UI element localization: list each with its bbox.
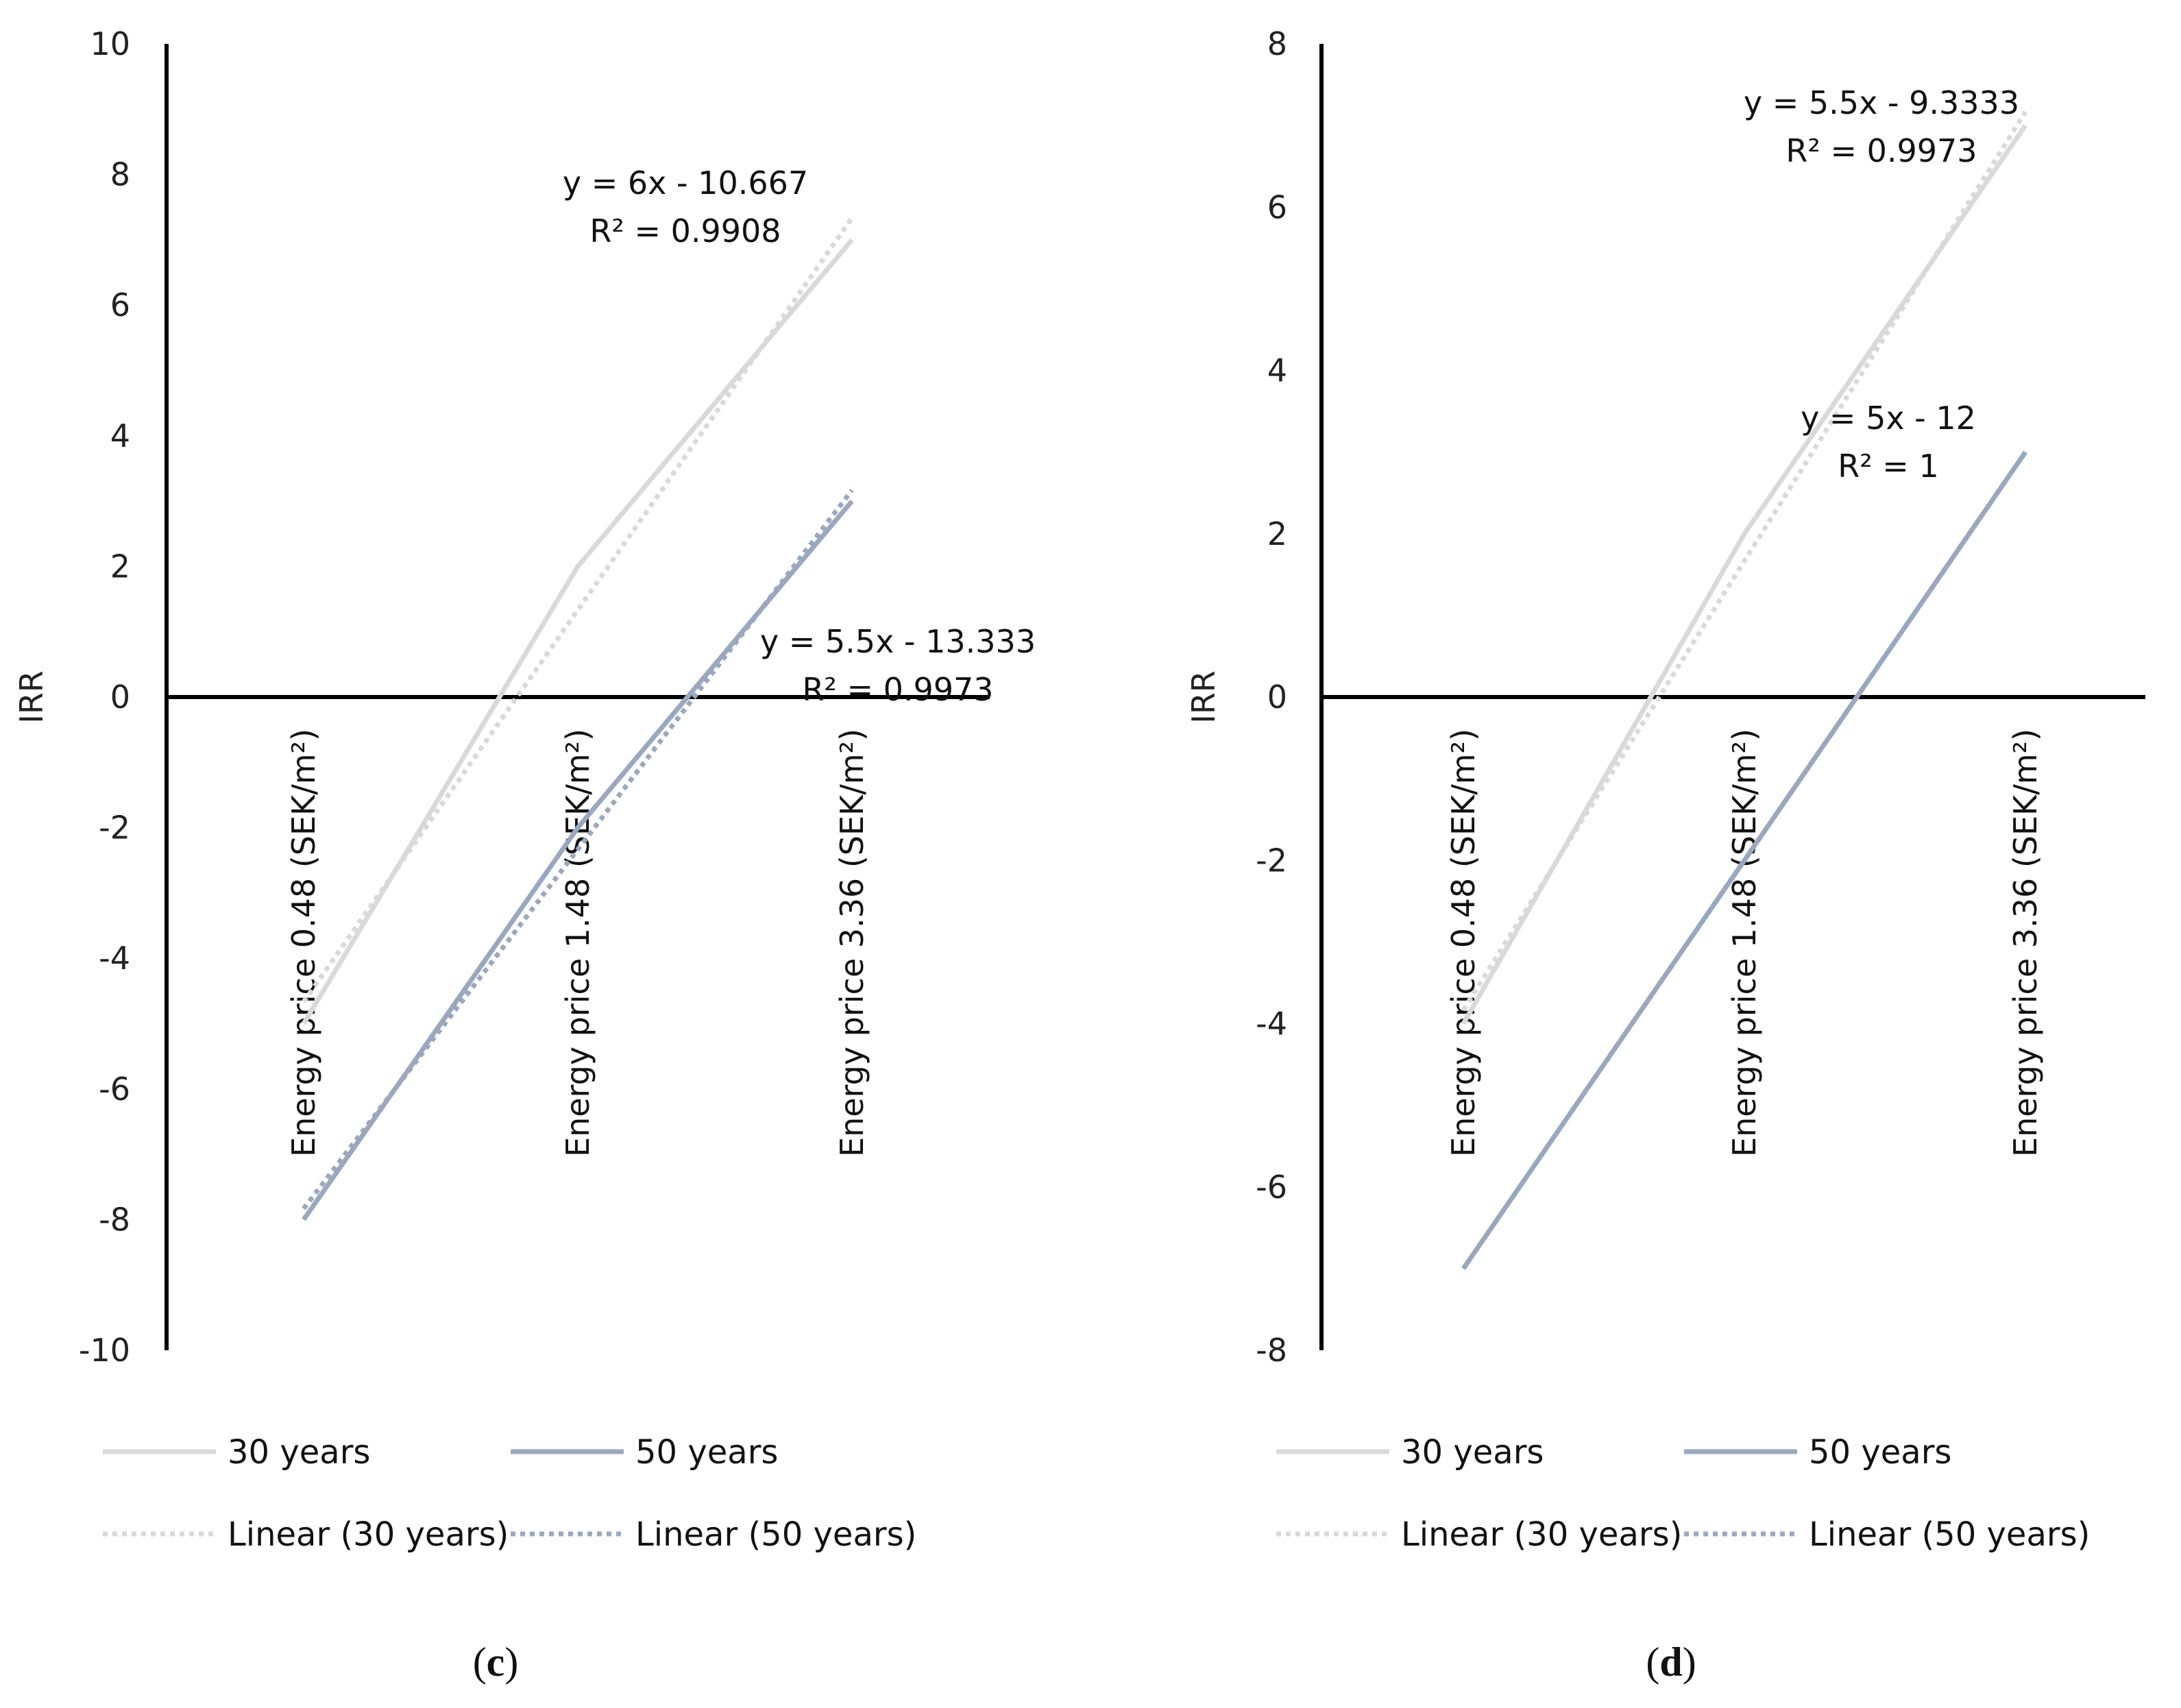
y-tick-label: 2 (110, 548, 130, 585)
category-label: Energy price 1.48 (SEK/m²) (1726, 729, 1763, 1157)
trendline-r-squared: R² = 0.9973 (1786, 132, 1977, 169)
category-label: Energy price 3.36 (SEK/m²) (833, 729, 870, 1157)
y-tick-label: -8 (1256, 1332, 1287, 1369)
y-tick-label: -2 (1256, 842, 1287, 879)
series-line-30-years (301, 238, 854, 1025)
trendline-equation: y = 5.5x - 9.3333 (1744, 84, 2019, 121)
y-tick-label: -8 (99, 1201, 130, 1238)
panel-label-letter: d (1659, 1639, 1682, 1685)
y-tick-label: 8 (1267, 25, 1287, 62)
trendline-equation: y = 6x - 10.667 (563, 164, 808, 202)
panel-label-close-paren: ) (1683, 1639, 1696, 1685)
panel-label-close-paren: ) (504, 1639, 518, 1685)
series-line-50-years (1461, 450, 2027, 1270)
y-tick-label: 6 (110, 286, 130, 324)
y-tick-label: 0 (110, 679, 130, 716)
trendline-r-squared: R² = 0.9908 (589, 212, 781, 249)
y-tick-label: -4 (1256, 1005, 1287, 1042)
y-tick-label: 2 (1267, 515, 1287, 552)
y-tick-label: -6 (1256, 1169, 1287, 1206)
category-label: Energy price 1.48 (SEK/m²) (559, 729, 596, 1157)
legend: 30 years 50 years Linear (30 years) Linear … (103, 1433, 916, 1554)
trendline-r-squared: R² = 1 (1838, 448, 1938, 485)
panel-label: (d) (1646, 1639, 1696, 1685)
y-tick-label: -6 (99, 1071, 130, 1108)
category-label: Energy price 0.48 (SEK/m²) (285, 729, 322, 1157)
trendline-equation: y = 5x - 12 (1801, 400, 1976, 437)
y-tick-label: -2 (99, 809, 130, 846)
y-tick-label: 4 (1267, 352, 1287, 389)
panel-label-open-paren: ( (473, 1639, 487, 1685)
legend-label: 50 years (1809, 1433, 1951, 1472)
y-axis-title: IRR (13, 670, 50, 724)
series-line-50-years (302, 499, 854, 1221)
y-tick-label: 4 (110, 417, 130, 454)
category-label: Energy price 0.48 (SEK/m²) (1445, 729, 1482, 1157)
series-line-30-years (1461, 124, 2027, 1025)
y-tick-label: -4 (99, 940, 130, 977)
legend: 30 years 50 years Linear (30 years) Linear … (1276, 1433, 2090, 1554)
y-axis-title: IRR (1185, 670, 1222, 724)
legend-label: 30 years (1401, 1433, 1544, 1472)
legend-label: 30 years (228, 1433, 370, 1472)
legend-label: Linear (30 years) (1401, 1515, 1682, 1554)
y-tick-label: 10 (90, 25, 130, 62)
y-tick-label: 0 (1267, 679, 1287, 716)
category-label: Energy price 3.36 (SEK/m²) (2007, 729, 2044, 1157)
panel-label-letter: c (487, 1639, 505, 1685)
legend-label: 50 years (635, 1433, 778, 1472)
trendline-equation: y = 5.5x - 13.333 (760, 623, 1036, 660)
chart-panel-d: 8 6 4 2 0 -2 -4 -6 -8 IRR Energy price 0.48 (SEK/m… (1185, 25, 2145, 1685)
legend-label: Linear (30 years) (228, 1515, 509, 1554)
legend-label: Linear (50 years) (1809, 1515, 2090, 1554)
trendline-r-squared: R² = 0.9973 (802, 671, 993, 708)
legend-label: Linear (50 years) (635, 1515, 916, 1554)
panel-label-open-paren: ( (1646, 1639, 1659, 1685)
y-tick-label: 8 (110, 156, 130, 193)
panel-label: (c) (473, 1639, 519, 1685)
y-tick-label: -10 (79, 1332, 130, 1369)
chart-panel-c: 10 8 6 4 2 0 -2 -4 -6 -8 -10 IRR Energy price 0.48 (… (13, 25, 1036, 1685)
y-tick-label: 6 (1267, 188, 1287, 225)
